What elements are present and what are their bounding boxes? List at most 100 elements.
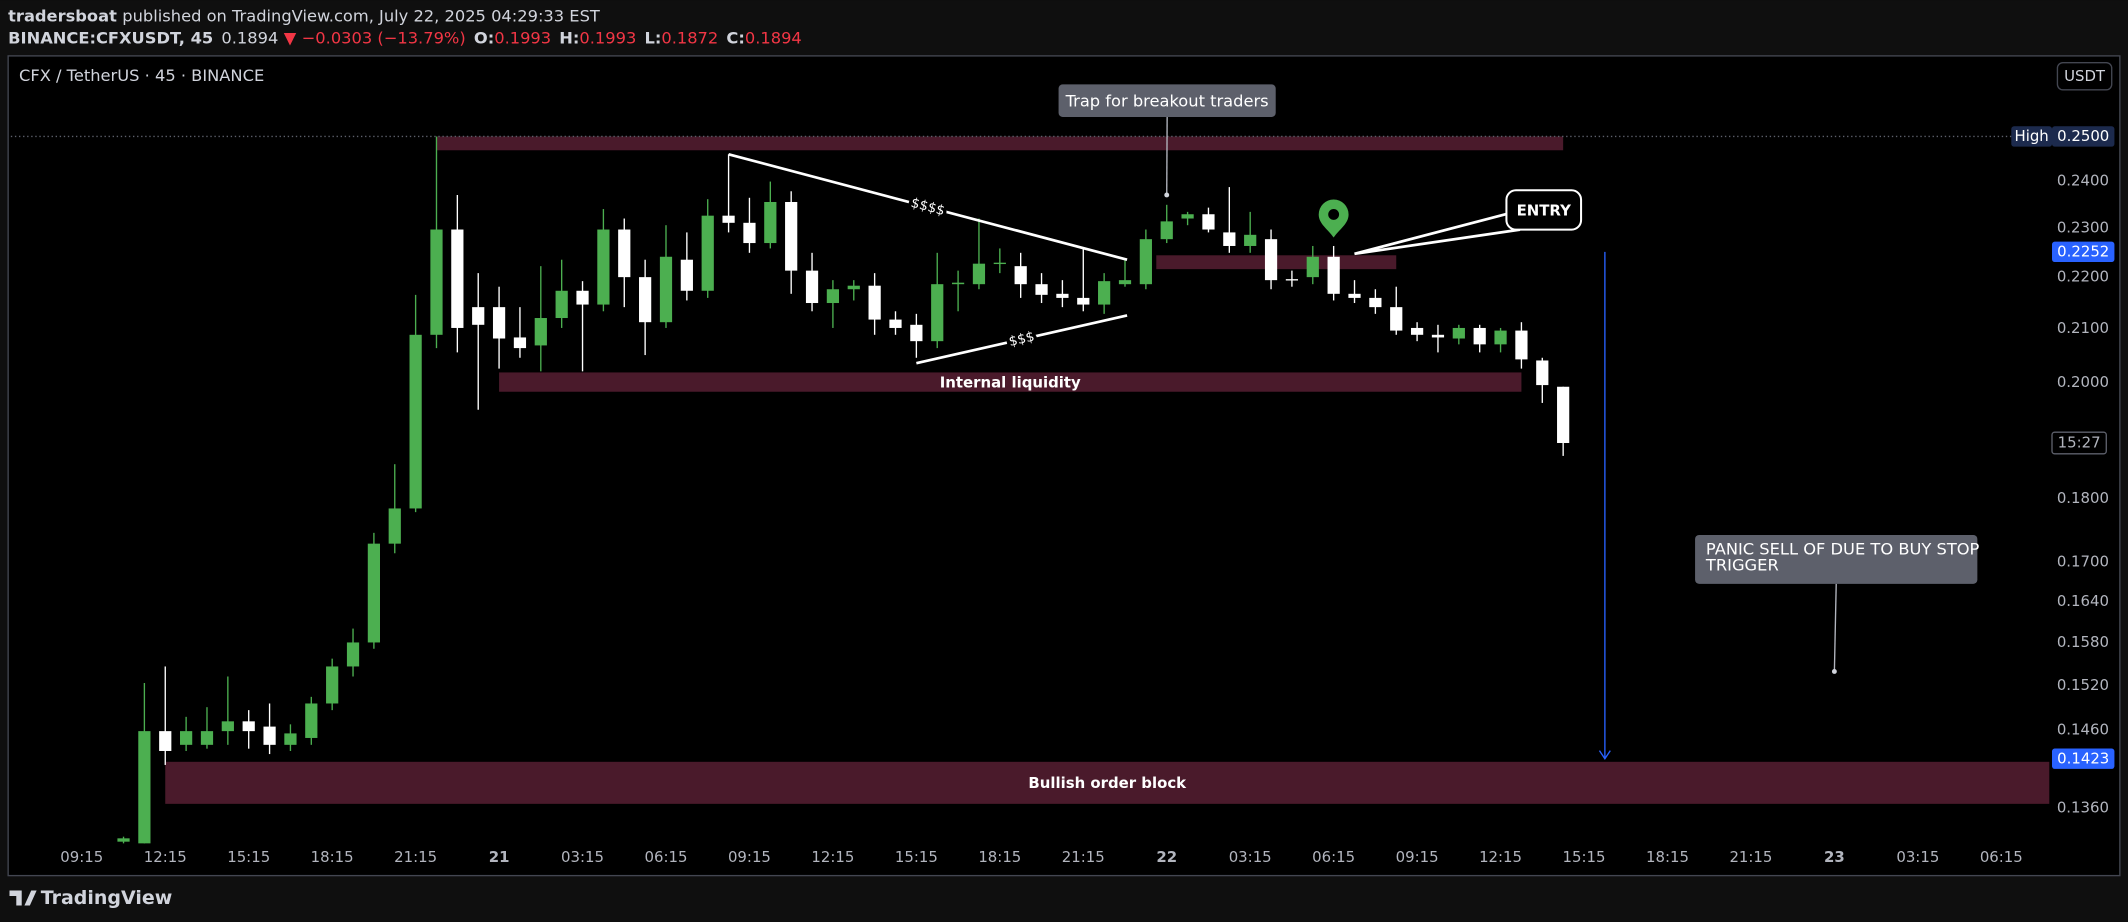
x-tick-label: 09:15 bbox=[728, 848, 771, 866]
x-tick-label: 06:15 bbox=[645, 848, 688, 866]
zone-label: Internal liquidity bbox=[940, 373, 1081, 391]
x-tick-label: 21:15 bbox=[394, 848, 437, 866]
author: tradersboat bbox=[8, 6, 117, 25]
candle-body bbox=[1223, 232, 1236, 246]
candle-body bbox=[1244, 234, 1257, 246]
x-tick-label: 22 bbox=[1156, 848, 1177, 866]
y-tick-label: 0.1460 bbox=[2057, 720, 2109, 738]
candle-body bbox=[1098, 281, 1111, 305]
high-tag-box bbox=[2011, 126, 2052, 147]
trendline bbox=[728, 152, 1128, 262]
callout-pointer bbox=[1833, 583, 1837, 672]
countdown: 15:27 bbox=[2058, 434, 2101, 452]
candle-body bbox=[576, 290, 589, 305]
candle-body bbox=[472, 307, 485, 325]
candle-body bbox=[826, 289, 840, 304]
x-tick-label: 12:15 bbox=[811, 848, 854, 866]
candle-body bbox=[159, 731, 172, 751]
candle-body bbox=[993, 262, 1006, 265]
candle-body bbox=[1285, 279, 1299, 281]
candle-body bbox=[639, 277, 652, 323]
candle-body bbox=[701, 215, 714, 291]
candle-body bbox=[1056, 293, 1069, 298]
candle-body bbox=[659, 256, 673, 323]
zone-label: Bullish order block bbox=[1028, 774, 1187, 792]
candle-body bbox=[138, 731, 151, 844]
legend: CFX / TetherUS · 45 · BINANCE bbox=[19, 66, 264, 85]
x-tick-label: 21:15 bbox=[1062, 848, 1105, 866]
candle-body bbox=[722, 215, 735, 223]
candle-body bbox=[1390, 307, 1403, 331]
candle-body bbox=[1014, 266, 1027, 285]
x-tick-label: 15:15 bbox=[895, 848, 938, 866]
y-tick-label: 0.2400 bbox=[2057, 172, 2109, 190]
projection-arrowhead bbox=[1598, 750, 1611, 760]
projection-from-label-box bbox=[2052, 241, 2115, 263]
change: −0.0303 (−13.79%) bbox=[302, 28, 466, 47]
x-tick-label: 21:15 bbox=[1729, 848, 1772, 866]
candle-body bbox=[1077, 297, 1090, 305]
ohlc-value: 0.1872 bbox=[661, 28, 718, 47]
candle-body bbox=[1139, 239, 1152, 285]
candle-body bbox=[1473, 327, 1486, 345]
x-tick-label: 09:15 bbox=[60, 848, 103, 866]
callout-dot bbox=[1831, 669, 1837, 674]
ohlc-value: 0.1993 bbox=[579, 28, 636, 47]
candle-body bbox=[931, 284, 944, 342]
x-tick-label: 06:15 bbox=[1312, 848, 1355, 866]
currency-button[interactable] bbox=[2056, 61, 2113, 91]
callout-box bbox=[1695, 534, 1978, 584]
candle-body bbox=[367, 543, 381, 643]
candle-body bbox=[451, 229, 464, 328]
candle-body bbox=[597, 229, 610, 305]
candle-body bbox=[263, 726, 276, 745]
publish-line: tradersboat published on TradingView.com,… bbox=[8, 6, 600, 25]
brand: TradingView bbox=[41, 887, 173, 909]
x-tick-label: 03:15 bbox=[1229, 848, 1272, 866]
candle-body bbox=[492, 307, 506, 339]
candle-body bbox=[1264, 239, 1278, 281]
candle-body bbox=[1452, 327, 1465, 339]
candle-body bbox=[910, 324, 923, 342]
chart-frame bbox=[7, 55, 2121, 877]
callout-text: TRIGGER bbox=[1705, 556, 1779, 575]
high-value: 0.2500 bbox=[2057, 127, 2109, 145]
candle-body bbox=[764, 201, 777, 244]
currency: USDT bbox=[2064, 67, 2106, 85]
candle-body bbox=[847, 285, 860, 290]
candle-body bbox=[1536, 360, 1549, 386]
candle-body bbox=[785, 201, 798, 271]
candle-body bbox=[972, 263, 986, 285]
x-tick-label: 06:15 bbox=[1980, 848, 2023, 866]
symbol: BINANCE:CFXUSDT, 45 bbox=[8, 28, 213, 47]
callout-pointer bbox=[1354, 212, 1521, 256]
x-tick-label: 18:15 bbox=[978, 848, 1021, 866]
callout-text: PANIC SELL OF DUE TO BUY STOP bbox=[1706, 539, 1980, 558]
candle-body bbox=[388, 508, 401, 544]
x-tick-label: 18:15 bbox=[311, 848, 354, 866]
candle-body bbox=[805, 270, 819, 304]
x-tick-label: 12:15 bbox=[144, 848, 187, 866]
ohlc-label: H: bbox=[559, 28, 579, 47]
y-tick-label: 0.2100 bbox=[2057, 319, 2109, 337]
x-tick-label: 09:15 bbox=[1396, 848, 1439, 866]
candle-body bbox=[868, 285, 881, 320]
candle-body bbox=[221, 721, 234, 732]
candle-body bbox=[743, 222, 756, 244]
x-tick-label: 15:15 bbox=[227, 848, 270, 866]
zone bbox=[436, 136, 1564, 151]
candle-body bbox=[1369, 297, 1382, 308]
ohlc-label: L: bbox=[644, 28, 661, 47]
candle-body bbox=[346, 642, 360, 667]
candle-body bbox=[1431, 334, 1445, 338]
candle-body bbox=[1515, 330, 1528, 360]
candle-body bbox=[1494, 330, 1507, 345]
candle-body bbox=[409, 334, 422, 509]
ohlc-value: 0.1993 bbox=[494, 28, 551, 47]
candle-body bbox=[1202, 214, 1215, 230]
y-tick-label: 0.1580 bbox=[2057, 633, 2109, 651]
candle-body bbox=[534, 318, 547, 346]
y-tick-label: 0.1520 bbox=[2057, 676, 2109, 694]
